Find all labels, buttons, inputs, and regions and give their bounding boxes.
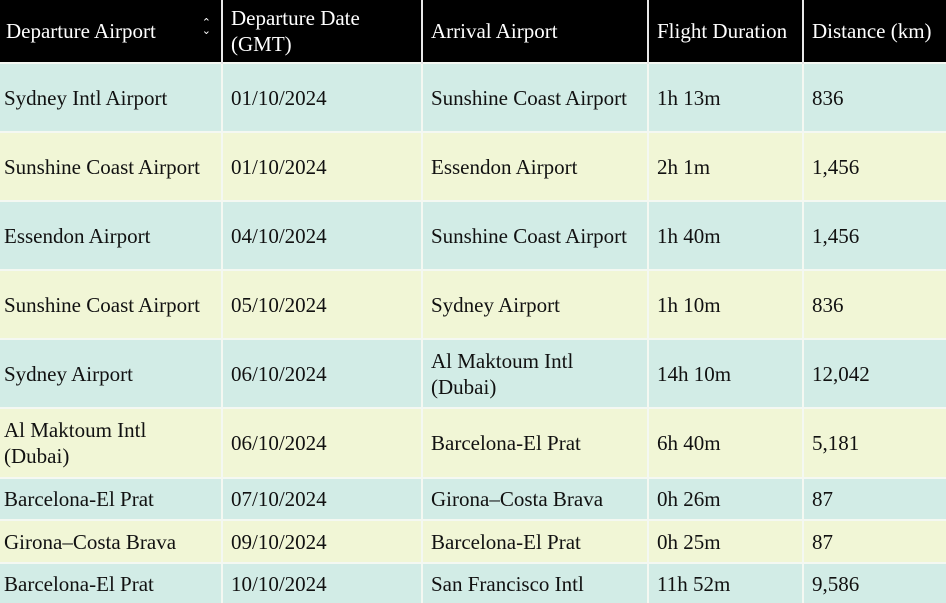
cell-departure-airport: Sunshine Coast Airport [0,131,223,201]
cell-arrival-airport: Sunshine Coast Airport [422,200,649,270]
header-distance: Distance (km) [803,0,946,63]
table-row: Essendon Airport 04/10/2024 Sunshine Coast… [0,200,946,270]
cell-flight-duration: 1h 40m [648,200,804,270]
cell-departure-airport: Sydney Airport [0,338,223,408]
cell-arrival-airport: Girona–Costa Brava [422,477,649,520]
cell-flight-duration: 0h 25m [648,519,804,563]
cell-distance: 836 [803,62,946,132]
cell-departure-date: 05/10/2024 [222,269,423,339]
table-row: Barcelona-El Prat 07/10/2024 Girona–Costa … [0,477,946,520]
cell-distance: 87 [803,477,946,520]
cell-departure-date: 04/10/2024 [222,200,423,270]
sort-up-down-icon[interactable]: ⌃ ⌄ [201,17,211,37]
cell-departure-date: 01/10/2024 [222,131,423,201]
cell-distance: 5,181 [803,407,946,478]
cell-distance: 1,456 [803,131,946,201]
table-row: Al Maktoum Intl (Dubai) 06/10/2024 Barcelo… [0,407,946,478]
cell-departure-date: 01/10/2024 [222,62,423,132]
header-label: Departure Airport [6,19,156,43]
cell-distance: 87 [803,519,946,563]
cell-flight-duration: 2h 1m [648,131,804,201]
cell-flight-duration: 6h 40m [648,407,804,478]
cell-flight-duration: 1h 10m [648,269,804,339]
cell-flight-duration: 11h 52m [648,562,804,603]
cell-departure-date: 10/10/2024 [222,562,423,603]
cell-arrival-airport: Al Maktoum Intl (Dubai) [422,338,649,408]
cell-arrival-airport: Essendon Airport [422,131,649,201]
cell-arrival-airport: Barcelona-El Prat [422,519,649,563]
table-row: Sydney Airport 06/10/2024 Al Maktoum Intl … [0,338,946,408]
header-arrival-airport: Arrival Airport [422,0,649,63]
cell-flight-duration: 0h 26m [648,477,804,520]
cell-arrival-airport: Barcelona-El Prat [422,407,649,478]
cell-arrival-airport: San Francisco Intl [422,562,649,603]
cell-distance: 9,586 [803,562,946,603]
cell-arrival-airport: Sunshine Coast Airport [422,62,649,132]
cell-departure-airport: Barcelona-El Prat [0,477,223,520]
cell-distance: 12,042 [803,338,946,408]
cell-distance: 1,456 [803,200,946,270]
table-row: Girona–Costa Brava 09/10/2024 Barcelona-El… [0,519,946,563]
cell-departure-airport: Sydney Intl Airport [0,62,223,132]
cell-departure-date: 09/10/2024 [222,519,423,563]
header-departure-date: Departure Date (GMT) [222,0,423,63]
cell-departure-airport: Barcelona-El Prat [0,562,223,603]
table-row: Barcelona-El Prat 10/10/2024 San Francisco… [0,562,946,603]
table-row: Sunshine Coast Airport 01/10/2024 Essendon… [0,131,946,201]
header-flight-duration: Flight Duration [648,0,804,63]
cell-departure-date: 06/10/2024 [222,407,423,478]
header-departure-airport[interactable]: ⌃ ⌄ Departure Airport [0,0,223,63]
table-row: Sydney Intl Airport 01/10/2024 Sunshine Co… [0,62,946,132]
cell-departure-airport: Sunshine Coast Airport [0,269,223,339]
cell-departure-airport: Essendon Airport [0,200,223,270]
cell-departure-airport: Al Maktoum Intl (Dubai) [0,407,223,478]
cell-departure-airport: Girona–Costa Brava [0,519,223,563]
cell-flight-duration: 14h 10m [648,338,804,408]
cell-departure-date: 06/10/2024 [222,338,423,408]
cell-departure-date: 07/10/2024 [222,477,423,520]
cell-flight-duration: 1h 13m [648,62,804,132]
table-row: Sunshine Coast Airport 05/10/2024 Sydney A… [0,269,946,339]
cell-arrival-airport: Sydney Airport [422,269,649,339]
cell-distance: 836 [803,269,946,339]
header-row: ⌃ ⌄ Departure Airport Departure Date (GMT)… [0,0,946,63]
